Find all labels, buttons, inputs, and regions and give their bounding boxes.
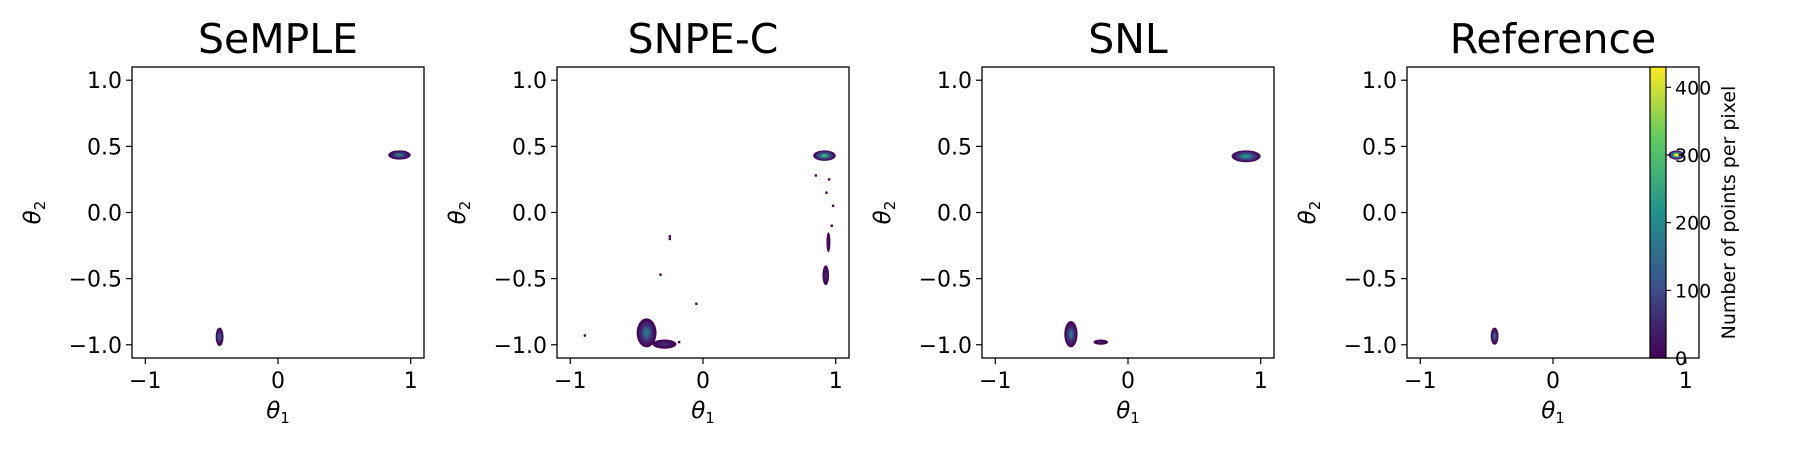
y-tick-label: −0.5 bbox=[69, 268, 122, 293]
x-tick-label: 0 bbox=[271, 369, 285, 394]
y-axis-label: θ2 bbox=[445, 201, 474, 225]
y-tick-label: 0.5 bbox=[87, 135, 122, 160]
y-tick-label: 1.0 bbox=[87, 69, 122, 94]
density-region bbox=[215, 327, 224, 347]
density-region bbox=[388, 150, 411, 160]
x-tick-label: 0 bbox=[1546, 369, 1560, 394]
colorbar: 0 100 200 300 400 Number of points per pixel bbox=[1649, 66, 1740, 370]
x-tick-label: −1 bbox=[979, 369, 1011, 394]
axes-frame bbox=[131, 66, 425, 359]
y-tick-label: 1.0 bbox=[937, 69, 972, 94]
y-tick-label: −0.5 bbox=[919, 268, 972, 293]
x-axis-label: θ1 bbox=[266, 398, 290, 427]
panel-1: SeMPLE −1 0 1 1.0 0.5 0.0 −0.5 −1.0 θ1 θ2 bbox=[20, 15, 425, 427]
y-tick-label: 0.5 bbox=[937, 135, 972, 160]
heatmap-area bbox=[1064, 150, 1261, 348]
density-speck bbox=[825, 191, 828, 194]
x-tick-label: 1 bbox=[829, 369, 843, 394]
y-axis-label: θ2 bbox=[870, 201, 899, 225]
y-tick-label: 0.0 bbox=[512, 202, 547, 227]
x-axis-label: θ1 bbox=[691, 398, 715, 427]
y-tick-label: 0.0 bbox=[87, 202, 122, 227]
y-tick-label: 1.0 bbox=[1362, 69, 1397, 94]
x-tick-label: 1 bbox=[1679, 369, 1693, 394]
density-region bbox=[822, 265, 830, 286]
x-axis-label: θ1 bbox=[1116, 398, 1140, 427]
colorbar-tick-label: 300 bbox=[1675, 145, 1711, 167]
y-tick-label: 0.0 bbox=[937, 202, 972, 227]
y-axis-label: θ2 bbox=[20, 201, 49, 225]
density-speck bbox=[827, 178, 831, 181]
heatmap-area bbox=[583, 150, 836, 349]
density-speck bbox=[814, 174, 818, 177]
colorbar-label: Number of points per pixel bbox=[1718, 86, 1740, 340]
colorbar-tick-label: 400 bbox=[1675, 77, 1711, 99]
x-tick-label: −1 bbox=[554, 369, 586, 394]
x-tick-label: −1 bbox=[129, 369, 161, 394]
colorbar-tick-label: 0 bbox=[1675, 348, 1687, 370]
heatmap-area bbox=[1490, 150, 1685, 345]
y-tick-label: 0.5 bbox=[1362, 135, 1397, 160]
colorbar-frame bbox=[1649, 66, 1667, 359]
y-axis-label: θ2 bbox=[1295, 201, 1324, 225]
density-speck bbox=[668, 235, 672, 238]
x-tick-label: −1 bbox=[1404, 369, 1436, 394]
colorbar-gradient bbox=[1650, 67, 1666, 358]
y-tick-label: 0.0 bbox=[1362, 202, 1397, 227]
colorbar-tick-label: 200 bbox=[1675, 213, 1711, 235]
density-region bbox=[826, 232, 831, 253]
density-speck bbox=[668, 237, 672, 241]
heatmap-area bbox=[215, 150, 411, 347]
y-tick-label: −0.5 bbox=[494, 268, 547, 293]
density-speck bbox=[830, 224, 833, 227]
panel-title: SNL bbox=[1088, 15, 1168, 63]
panel-2: SNPE-C −1 0 1 1.0 0.5 0.0 −0.5 −1.0 θ1 θ2 bbox=[445, 15, 850, 427]
y-tick-label: −1.0 bbox=[1344, 334, 1397, 359]
density-region bbox=[1231, 150, 1261, 163]
y-tick-label: −0.5 bbox=[1344, 268, 1397, 293]
density-speck bbox=[677, 340, 681, 344]
x-tick-label: 0 bbox=[696, 369, 710, 394]
density-region bbox=[636, 318, 657, 348]
axes-frame bbox=[556, 66, 850, 359]
density-speck bbox=[583, 334, 587, 337]
panel-title: Reference bbox=[1450, 15, 1656, 63]
density-speck bbox=[695, 302, 698, 305]
density-region bbox=[652, 339, 677, 349]
panel-title: SNPE-C bbox=[628, 15, 779, 63]
x-tick-label: 1 bbox=[1254, 369, 1268, 394]
axes-frame bbox=[981, 66, 1275, 359]
x-tick-label: 0 bbox=[1121, 369, 1135, 394]
density-region bbox=[1490, 327, 1499, 345]
x-tick-label: 1 bbox=[404, 369, 418, 394]
y-tick-label: −1.0 bbox=[494, 334, 547, 359]
density-region bbox=[1064, 320, 1078, 348]
density-region bbox=[813, 150, 836, 161]
colorbar-tick-label: 100 bbox=[1675, 280, 1711, 302]
density-region bbox=[1093, 339, 1109, 345]
y-tick-label: −1.0 bbox=[919, 334, 972, 359]
density-speck bbox=[659, 273, 662, 276]
density-speck bbox=[831, 204, 835, 208]
y-tick-label: 1.0 bbox=[512, 69, 547, 94]
y-tick-label: −1.0 bbox=[69, 334, 122, 359]
panel-3: SNL −1 0 1 1.0 0.5 0.0 −0.5 −1.0 θ1 θ2 bbox=[870, 15, 1275, 427]
density-region bbox=[1668, 150, 1685, 160]
x-axis-label: θ1 bbox=[1541, 398, 1565, 427]
y-tick-label: 0.5 bbox=[512, 135, 547, 160]
panel-title: SeMPLE bbox=[198, 15, 358, 63]
